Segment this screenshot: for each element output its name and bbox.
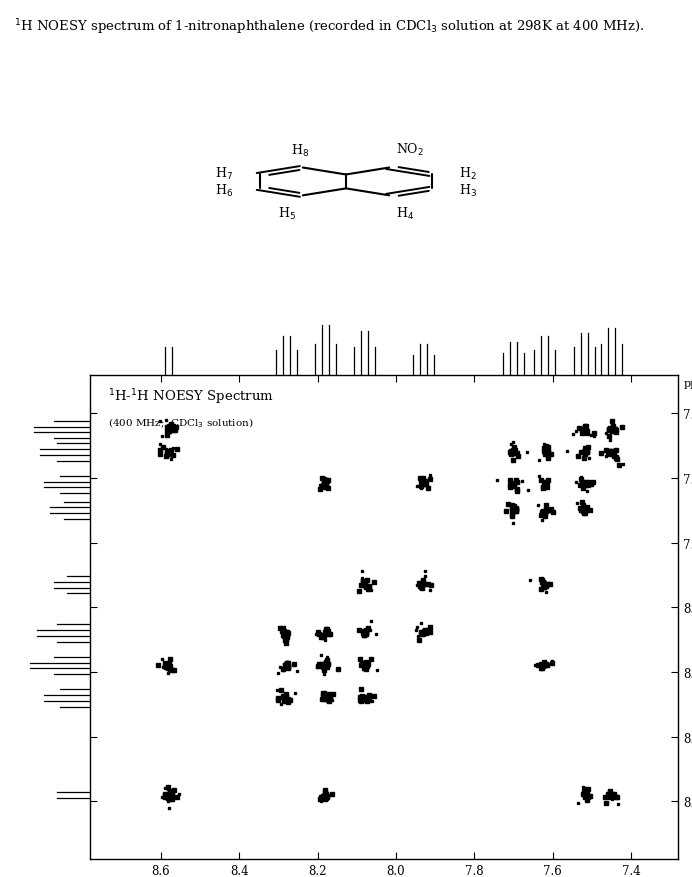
Text: H$_6$: H$_6$	[215, 183, 233, 199]
Text: ppm: ppm	[684, 378, 692, 389]
Text: $^{1}$H-$^{1}$H NOESY Spectrum: $^{1}$H-$^{1}$H NOESY Spectrum	[108, 388, 274, 407]
Text: $^{1}$H NOESY spectrum of 1-nitronaphthalene (recorded in CDCl$_3$ solution at 2: $^{1}$H NOESY spectrum of 1-nitronaphtha…	[14, 18, 644, 37]
Text: H$_7$: H$_7$	[215, 166, 233, 182]
Text: H$_5$: H$_5$	[278, 205, 296, 222]
Text: NO$_2$: NO$_2$	[396, 142, 424, 158]
Text: H$_8$: H$_8$	[291, 143, 309, 159]
Text: H$_4$: H$_4$	[396, 205, 414, 222]
Text: H$_2$: H$_2$	[459, 166, 477, 182]
Text: (400 MHz;  CDCl$_3$ solution): (400 MHz; CDCl$_3$ solution)	[108, 417, 253, 430]
Text: H$_3$: H$_3$	[459, 183, 477, 199]
